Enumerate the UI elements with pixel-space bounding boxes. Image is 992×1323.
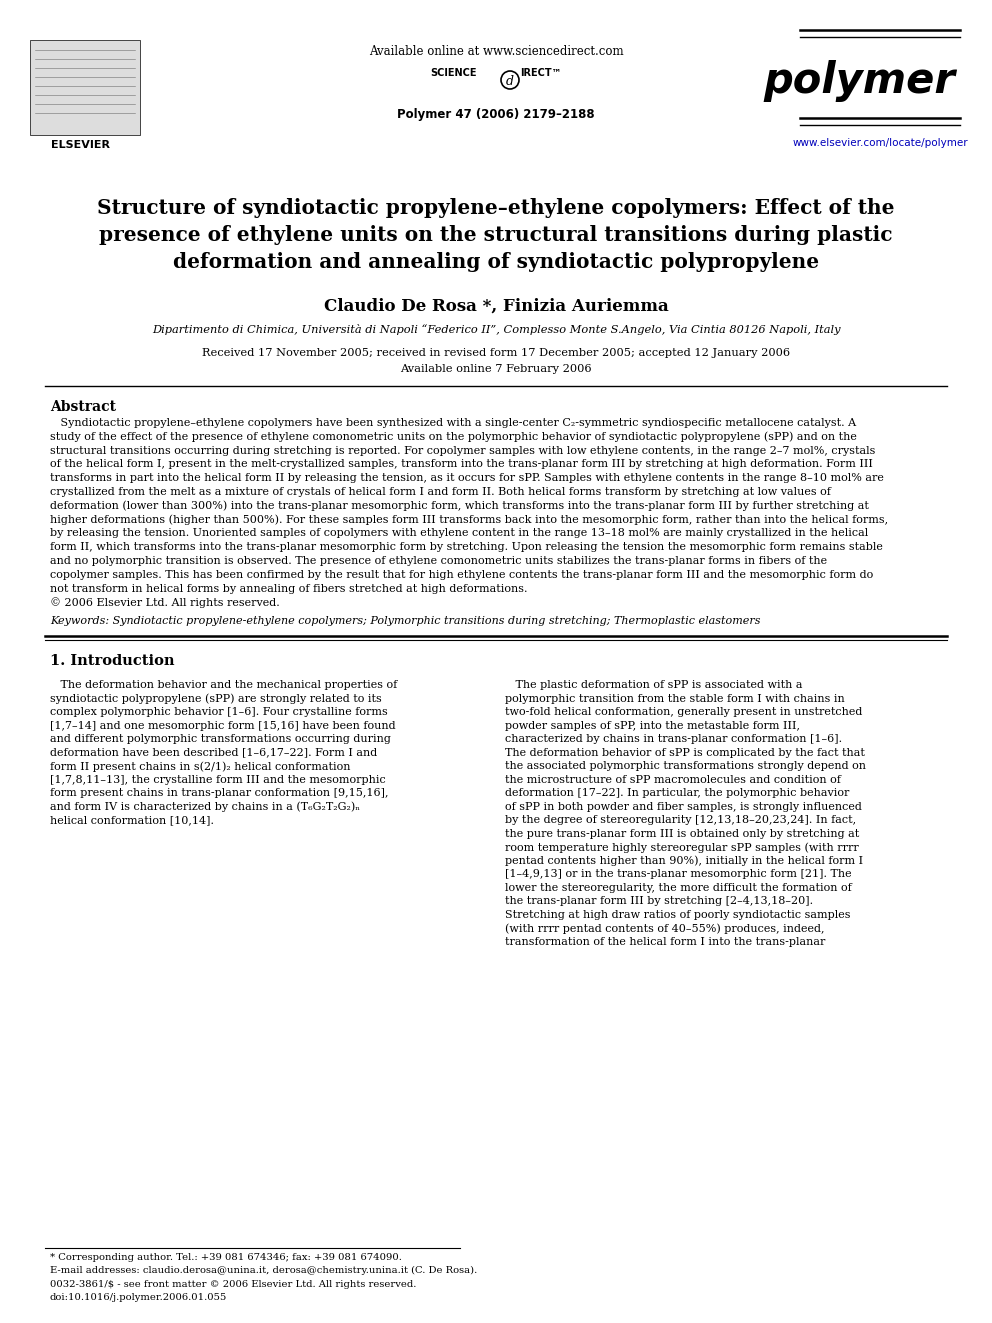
Text: 0032-3861/$ - see front matter © 2006 Elsevier Ltd. All rights reserved.: 0032-3861/$ - see front matter © 2006 El… <box>50 1279 417 1289</box>
Text: [1,7–14] and one mesomorphic form [15,16] have been found: [1,7–14] and one mesomorphic form [15,16… <box>50 721 396 730</box>
Text: form present chains in trans-planar conformation [9,15,16],: form present chains in trans-planar conf… <box>50 789 389 798</box>
Text: polymorphic transition from the stable form I with chains in: polymorphic transition from the stable f… <box>505 693 845 704</box>
Text: 1. Introduction: 1. Introduction <box>50 654 175 668</box>
Text: Syndiotactic propylene–ethylene copolymers have been synthesized with a single-c: Syndiotactic propylene–ethylene copolyme… <box>50 418 856 429</box>
Text: crystallized from the melt as a mixture of crystals of helical form I and form I: crystallized from the melt as a mixture … <box>50 487 831 497</box>
Text: Stretching at high draw ratios of poorly syndiotactic samples: Stretching at high draw ratios of poorly… <box>505 910 850 919</box>
Text: pentad contents higher than 90%), initially in the helical form I: pentad contents higher than 90%), initia… <box>505 856 863 867</box>
Text: by releasing the tension. Unoriented samples of copolymers with ethylene content: by releasing the tension. Unoriented sam… <box>50 528 868 538</box>
Text: copolymer samples. This has been confirmed by the result that for high ethylene : copolymer samples. This has been confirm… <box>50 570 873 579</box>
Text: IRECT™: IRECT™ <box>520 67 561 78</box>
Text: * Corresponding author. Tel.: +39 081 674346; fax: +39 081 674090.: * Corresponding author. Tel.: +39 081 67… <box>50 1253 402 1262</box>
Text: characterized by chains in trans-planar conformation [1–6].: characterized by chains in trans-planar … <box>505 734 842 745</box>
Text: (with rrrr pentad contents of 40–55%) produces, indeed,: (with rrrr pentad contents of 40–55%) pr… <box>505 923 824 934</box>
Text: of the helical form I, present in the melt-crystallized samples, transform into : of the helical form I, present in the me… <box>50 459 873 470</box>
Text: powder samples of sPP, into the metastable form III,: powder samples of sPP, into the metastab… <box>505 721 800 730</box>
Text: study of the effect of the presence of ethylene comonometric units on the polymo: study of the effect of the presence of e… <box>50 431 857 442</box>
Text: room temperature highly stereoregular sPP samples (with rrrr: room temperature highly stereoregular sP… <box>505 843 859 853</box>
Text: by the degree of stereoregularity [12,13,18–20,23,24]. In fact,: by the degree of stereoregularity [12,13… <box>505 815 856 826</box>
Text: complex polymorphic behavior [1–6]. Four crystalline forms: complex polymorphic behavior [1–6]. Four… <box>50 708 388 717</box>
Text: E-mail addresses: claudio.derosa@unina.it, derosa@chemistry.unina.it (C. De Rosa: E-mail addresses: claudio.derosa@unina.i… <box>50 1266 477 1275</box>
Text: transforms in part into the helical form II by releasing the tension, as it occu: transforms in part into the helical form… <box>50 474 884 483</box>
Text: The deformation behavior and the mechanical properties of: The deformation behavior and the mechani… <box>50 680 397 691</box>
Text: and form IV is characterized by chains in a (T₆G₂T₂G₂)ₙ: and form IV is characterized by chains i… <box>50 802 360 812</box>
Text: © 2006 Elsevier Ltd. All rights reserved.: © 2006 Elsevier Ltd. All rights reserved… <box>50 598 280 609</box>
Text: polymer: polymer <box>763 60 955 102</box>
Text: structural transitions occurring during stretching is reported. For copolymer sa: structural transitions occurring during … <box>50 446 875 455</box>
Text: [1,7,8,11–13], the crystalline form III and the mesomorphic: [1,7,8,11–13], the crystalline form III … <box>50 775 386 785</box>
Text: two-fold helical conformation, generally present in unstretched: two-fold helical conformation, generally… <box>505 708 862 717</box>
Text: ELSEVIER: ELSEVIER <box>51 140 109 149</box>
Text: deformation [17–22]. In particular, the polymorphic behavior: deformation [17–22]. In particular, the … <box>505 789 849 798</box>
Text: SCIENCE: SCIENCE <box>430 67 476 78</box>
Text: helical conformation [10,14].: helical conformation [10,14]. <box>50 815 214 826</box>
Text: and different polymorphic transformations occurring during: and different polymorphic transformation… <box>50 734 391 745</box>
Text: doi:10.1016/j.polymer.2006.01.055: doi:10.1016/j.polymer.2006.01.055 <box>50 1293 227 1302</box>
Text: Keywords: Syndiotactic propylene-ethylene copolymers; Polymorphic transitions du: Keywords: Syndiotactic propylene-ethylen… <box>50 617 761 626</box>
Text: d: d <box>506 75 514 89</box>
Text: www.elsevier.com/locate/polymer: www.elsevier.com/locate/polymer <box>793 138 968 148</box>
Text: the microstructure of sPP macromolecules and condition of: the microstructure of sPP macromolecules… <box>505 775 841 785</box>
Text: Structure of syndiotactic propylene–ethylene copolymers: Effect of the
presence : Structure of syndiotactic propylene–ethy… <box>97 198 895 273</box>
Text: The plastic deformation of sPP is associated with a: The plastic deformation of sPP is associ… <box>505 680 803 691</box>
Text: Polymer 47 (2006) 2179–2188: Polymer 47 (2006) 2179–2188 <box>397 108 595 120</box>
Text: [1–4,9,13] or in the trans-planar mesomorphic form [21]. The: [1–4,9,13] or in the trans-planar mesomo… <box>505 869 851 880</box>
Text: form II, which transforms into the trans-planar mesomorphic form by stretching. : form II, which transforms into the trans… <box>50 542 883 552</box>
Text: the trans-planar form III by stretching [2–4,13,18–20].: the trans-planar form III by stretching … <box>505 896 813 906</box>
Text: syndiotactic polypropylene (sPP) are strongly related to its: syndiotactic polypropylene (sPP) are str… <box>50 693 382 704</box>
Text: deformation have been described [1–6,17–22]. Form I and: deformation have been described [1–6,17–… <box>50 747 377 758</box>
FancyBboxPatch shape <box>30 40 140 135</box>
Text: form II present chains in s(2/1)₂ helical conformation: form II present chains in s(2/1)₂ helica… <box>50 761 350 771</box>
Text: and no polymorphic transition is observed. The presence of ethylene comonometric: and no polymorphic transition is observe… <box>50 556 827 566</box>
Text: deformation (lower than 300%) into the trans-planar mesomorphic form, which tran: deformation (lower than 300%) into the t… <box>50 501 869 512</box>
Text: of sPP in both powder and fiber samples, is strongly influenced: of sPP in both powder and fiber samples,… <box>505 802 862 812</box>
Text: Received 17 November 2005; received in revised form 17 December 2005; accepted 1: Received 17 November 2005; received in r… <box>202 348 790 359</box>
Text: Available online at www.sciencedirect.com: Available online at www.sciencedirect.co… <box>369 45 623 58</box>
Text: The deformation behavior of sPP is complicated by the fact that: The deformation behavior of sPP is compl… <box>505 747 865 758</box>
Text: the associated polymorphic transformations strongly depend on: the associated polymorphic transformatio… <box>505 761 866 771</box>
Text: lower the stereoregularity, the more difficult the formation of: lower the stereoregularity, the more dif… <box>505 882 852 893</box>
Text: higher deformations (higher than 500%). For these samples form III transforms ba: higher deformations (higher than 500%). … <box>50 515 888 525</box>
Text: Claudio De Rosa *, Finizia Auriemma: Claudio De Rosa *, Finizia Auriemma <box>323 298 669 315</box>
Text: Dipartimento di Chimica, Università di Napoli “Federico II”, Complesso Monte S.A: Dipartimento di Chimica, Università di N… <box>152 324 840 335</box>
Text: Available online 7 February 2006: Available online 7 February 2006 <box>400 364 592 374</box>
Text: Abstract: Abstract <box>50 400 116 414</box>
Text: transformation of the helical form I into the trans-planar: transformation of the helical form I int… <box>505 937 825 947</box>
Text: the pure trans-planar form III is obtained only by stretching at: the pure trans-planar form III is obtain… <box>505 828 859 839</box>
Text: not transform in helical forms by annealing of fibers stretched at high deformat: not transform in helical forms by anneal… <box>50 583 528 594</box>
